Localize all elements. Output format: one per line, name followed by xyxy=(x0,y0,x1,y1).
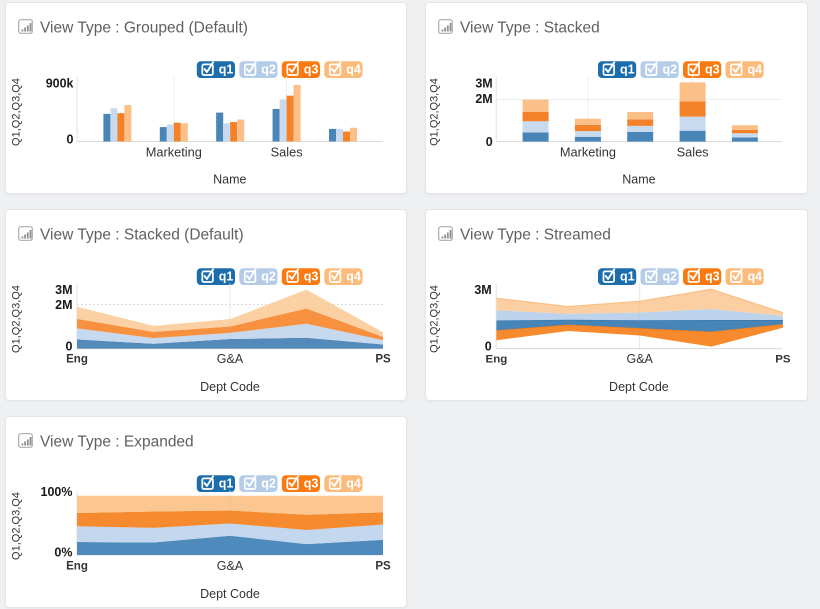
svg-text:PS: PS xyxy=(375,561,391,573)
svg-text:View Type : Stacked: View Type : Stacked xyxy=(460,19,600,36)
svg-text:q4: q4 xyxy=(747,270,762,284)
svg-text:2M: 2M xyxy=(475,91,492,105)
svg-text:900k: 900k xyxy=(46,76,74,90)
svg-text:3M: 3M xyxy=(475,76,492,90)
svg-text:q2: q2 xyxy=(662,62,677,76)
svg-text:0%: 0% xyxy=(54,546,72,560)
svg-text:G&A: G&A xyxy=(217,352,244,366)
svg-text:Q1,Q2,Q3,Q4: Q1,Q2,Q3,Q4 xyxy=(11,78,23,146)
svg-text:q3: q3 xyxy=(705,270,720,284)
svg-text:0: 0 xyxy=(66,340,73,354)
svg-text:q1: q1 xyxy=(620,62,635,76)
svg-text:q4: q4 xyxy=(747,62,762,76)
svg-text:Marketing: Marketing xyxy=(560,144,616,159)
svg-text:q3: q3 xyxy=(304,62,319,76)
svg-text:q4: q4 xyxy=(346,477,361,491)
svg-text:G&A: G&A xyxy=(627,352,654,366)
svg-text:q3: q3 xyxy=(705,62,720,76)
svg-text:100%: 100% xyxy=(41,485,73,499)
svg-text:Eng: Eng xyxy=(486,353,508,365)
svg-text:View Type : Stacked (Default): View Type : Stacked (Default) xyxy=(40,227,244,244)
svg-text:q4: q4 xyxy=(346,270,361,284)
svg-text:0: 0 xyxy=(485,339,492,353)
svg-text:Marketing: Marketing xyxy=(146,144,202,159)
svg-text:Sales: Sales xyxy=(271,144,303,159)
svg-text:View Type : Expanded: View Type : Expanded xyxy=(40,434,194,451)
svg-text:3M: 3M xyxy=(474,283,491,297)
svg-text:PS: PS xyxy=(775,353,791,365)
svg-text:Name: Name xyxy=(213,172,246,186)
svg-text:Q1,Q2,Q3,Q4: Q1,Q2,Q3,Q4 xyxy=(428,78,440,146)
svg-text:Name: Name xyxy=(622,172,655,186)
svg-text:G&A: G&A xyxy=(217,559,244,573)
svg-text:Eng: Eng xyxy=(66,561,88,573)
svg-text:Dept Code: Dept Code xyxy=(200,587,260,601)
svg-text:q2: q2 xyxy=(261,270,276,284)
svg-text:View Type : Streamed: View Type : Streamed xyxy=(460,227,611,244)
svg-text:Sales: Sales xyxy=(677,144,709,159)
svg-text:q2: q2 xyxy=(662,270,677,284)
svg-text:0: 0 xyxy=(486,134,493,148)
svg-text:q1: q1 xyxy=(219,270,234,284)
svg-text:Dept Code: Dept Code xyxy=(609,380,669,394)
svg-text:2M: 2M xyxy=(55,298,72,312)
svg-text:q4: q4 xyxy=(346,62,361,76)
svg-text:Dept Code: Dept Code xyxy=(200,380,260,394)
svg-text:q1: q1 xyxy=(219,477,234,491)
svg-text:q1: q1 xyxy=(219,62,234,76)
svg-text:Eng: Eng xyxy=(66,354,88,366)
svg-text:Q1,Q2,Q3,Q4: Q1,Q2,Q3,Q4 xyxy=(428,285,440,353)
svg-text:0: 0 xyxy=(67,132,74,146)
svg-text:q3: q3 xyxy=(304,270,319,284)
svg-text:q2: q2 xyxy=(261,62,276,76)
svg-text:q2: q2 xyxy=(261,477,276,491)
svg-text:PS: PS xyxy=(375,354,391,366)
svg-text:3M: 3M xyxy=(55,283,72,297)
svg-text:q3: q3 xyxy=(304,477,319,491)
svg-text:View Type : Grouped (Default): View Type : Grouped (Default) xyxy=(40,19,248,36)
svg-text:Q1,Q2,Q3,Q4: Q1,Q2,Q3,Q4 xyxy=(11,492,23,560)
svg-text:q1: q1 xyxy=(620,270,635,284)
svg-text:Q1,Q2,Q3,Q4: Q1,Q2,Q3,Q4 xyxy=(11,285,23,353)
